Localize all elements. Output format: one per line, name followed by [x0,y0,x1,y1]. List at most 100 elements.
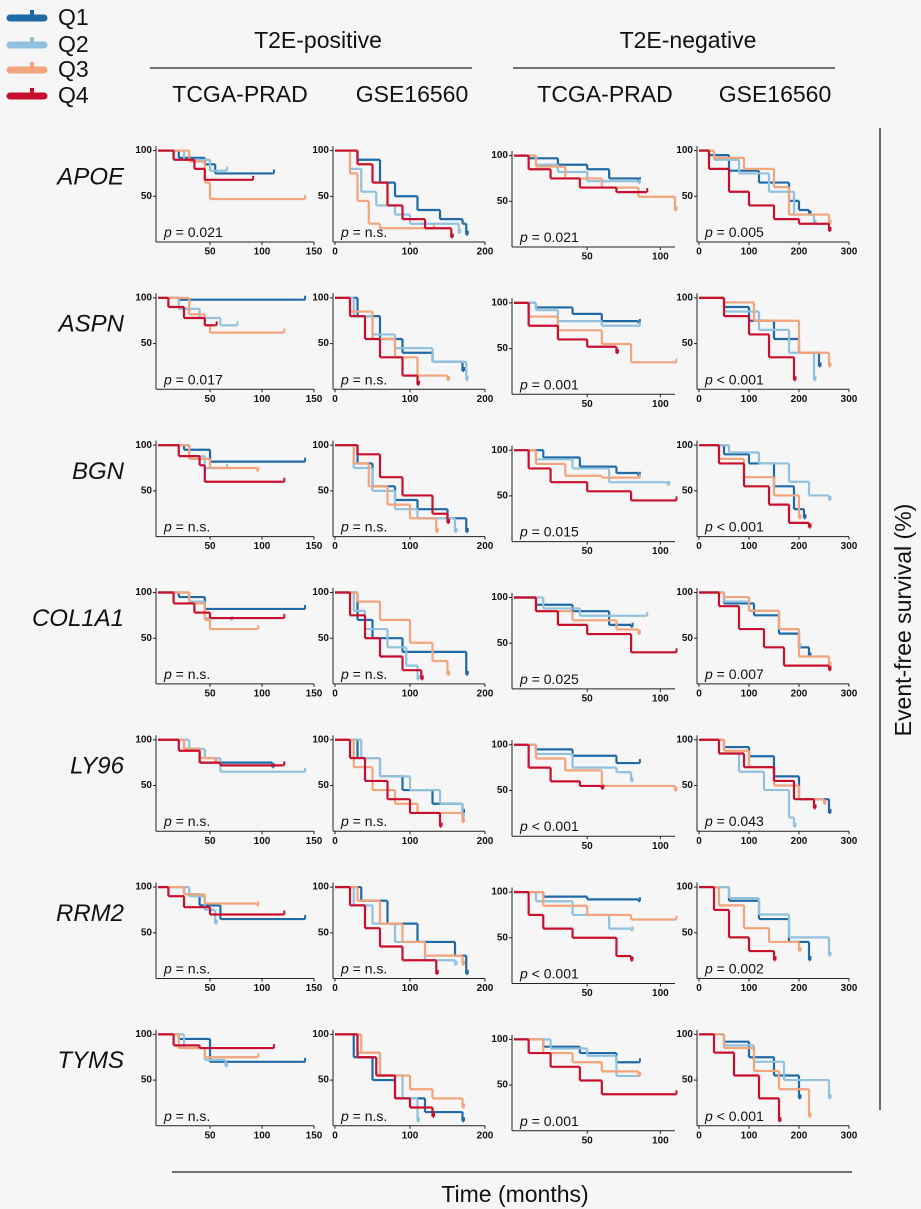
p-value: p = 0.043 [704,813,764,829]
x-tick-label: 0 [696,541,702,552]
x-tick-label: 200 [477,394,494,405]
y-tick-label: 100 [676,587,693,598]
x-tick-label: 200 [791,983,808,994]
dataset-title: GSE16560 [719,81,832,107]
x-tick-label: 100 [652,988,669,999]
x-tick-label: 100 [741,247,758,258]
x-tick-label: 300 [841,247,858,258]
y-tick-label: 50 [141,486,153,497]
x-tick-label: 200 [477,541,494,552]
y-tick-label: 100 [491,739,508,750]
y-tick-label: 100 [491,592,508,603]
x-tick-label: 100 [741,541,758,552]
x-tick-label: 50 [582,841,594,852]
x-tick-label: 150 [306,836,323,847]
y-tick-label: 50 [318,1075,330,1086]
y-axis-label: Event-free survival (%) [890,504,916,737]
x-tick-label: 100 [402,689,419,700]
x-tick-label: 200 [791,689,808,700]
x-tick-label: 0 [332,836,338,847]
y-tick-label: 50 [682,780,694,791]
x-tick-label: 100 [652,399,669,410]
x-tick-label: 150 [306,983,323,994]
x-tick-label: 150 [306,247,323,258]
x-tick-label: 50 [582,1135,594,1146]
p-value: p = 0.002 [704,960,764,976]
x-tick-label: 100 [254,541,271,552]
y-tick-label: 50 [497,1080,509,1091]
y-tick-label: 50 [497,638,509,649]
p-value: p = n.s. [163,1108,210,1124]
x-tick-label: 100 [652,546,669,557]
y-tick-label: 50 [141,1075,153,1086]
y-tick-label: 100 [491,445,508,456]
x-tick-label: 0 [332,1130,338,1141]
x-tick-label: 50 [582,252,594,263]
y-tick-label: 50 [682,633,694,644]
gene-label: RRM2 [56,900,124,927]
p-value: p = n.s. [340,224,387,240]
x-tick-label: 0 [696,689,702,700]
x-tick-label: 100 [652,841,669,852]
x-tick-label: 50 [582,988,594,999]
x-tick-label: 300 [841,689,858,700]
p-value: p = 0.007 [704,666,764,682]
x-axis-label: Time (months) [441,1181,588,1207]
p-value: p = n.s. [340,666,387,682]
y-tick-label: 50 [318,486,330,497]
x-tick-label: 50 [204,394,216,405]
p-value: p = n.s. [340,518,387,534]
x-tick-label: 50 [582,694,594,705]
x-tick-label: 100 [402,1130,419,1141]
y-tick-label: 100 [312,882,329,893]
y-tick-label: 50 [497,932,509,943]
x-tick-label: 0 [332,247,338,258]
x-tick-label: 100 [402,836,419,847]
y-tick-label: 50 [682,338,694,349]
p-value: p = n.s. [163,666,210,682]
x-tick-label: 50 [204,836,216,847]
p-value: p = 0.021 [163,224,223,240]
p-value: p = 0.005 [704,224,764,240]
y-tick-label: 100 [135,1029,152,1040]
x-tick-label: 0 [332,689,338,700]
x-tick-label: 200 [791,1130,808,1141]
y-tick-label: 100 [491,298,508,309]
y-tick-label: 50 [318,338,330,349]
x-tick-label: 100 [741,394,758,405]
x-tick-label: 100 [402,394,419,405]
p-value: p < 0.001 [704,1108,764,1124]
x-tick-label: 200 [477,983,494,994]
y-tick-label: 50 [141,191,153,202]
x-tick-label: 0 [696,983,702,994]
x-tick-label: 100 [741,689,758,700]
x-tick-label: 200 [477,689,494,700]
p-value: p = n.s. [163,518,210,534]
p-value: p = 0.001 [519,376,579,392]
x-tick-label: 200 [791,541,808,552]
x-tick-label: 200 [791,247,808,258]
y-tick-label: 100 [676,1029,693,1040]
legend-label: Q2 [58,31,89,57]
x-tick-label: 50 [204,689,216,700]
x-tick-label: 100 [741,983,758,994]
y-tick-label: 100 [135,882,152,893]
y-tick-label: 50 [497,785,509,796]
x-tick-label: 200 [477,836,494,847]
p-value: p = 0.015 [519,523,579,539]
y-tick-label: 100 [491,887,508,898]
y-tick-label: 100 [135,734,152,745]
y-tick-label: 50 [497,196,509,207]
x-tick-label: 100 [741,1130,758,1141]
p-value: p = 0.025 [519,671,579,687]
x-tick-label: 0 [696,247,702,258]
x-tick-label: 0 [696,394,702,405]
p-value: p = n.s. [163,813,210,829]
group-title: T2E-negative [620,27,757,53]
x-tick-label: 100 [741,836,758,847]
y-tick-label: 50 [141,633,153,644]
y-tick-label: 100 [676,293,693,304]
x-tick-label: 150 [306,394,323,405]
x-tick-label: 0 [332,541,338,552]
